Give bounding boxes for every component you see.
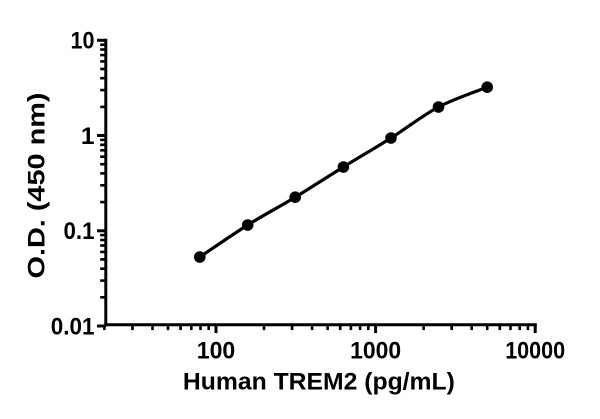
svg-text:1: 1 <box>81 123 95 150</box>
svg-text:100: 100 <box>197 337 236 364</box>
svg-text:0.1: 0.1 <box>64 218 95 245</box>
svg-text:10: 10 <box>71 28 95 55</box>
svg-text:O.D. (450 nm): O.D. (450 nm) <box>23 93 50 279</box>
svg-text:10000: 10000 <box>505 337 565 364</box>
svg-text:1000: 1000 <box>350 337 401 364</box>
svg-text:0.01: 0.01 <box>51 313 95 340</box>
svg-text:Human TREM2 (pg/mL): Human TREM2 (pg/mL) <box>183 369 455 396</box>
